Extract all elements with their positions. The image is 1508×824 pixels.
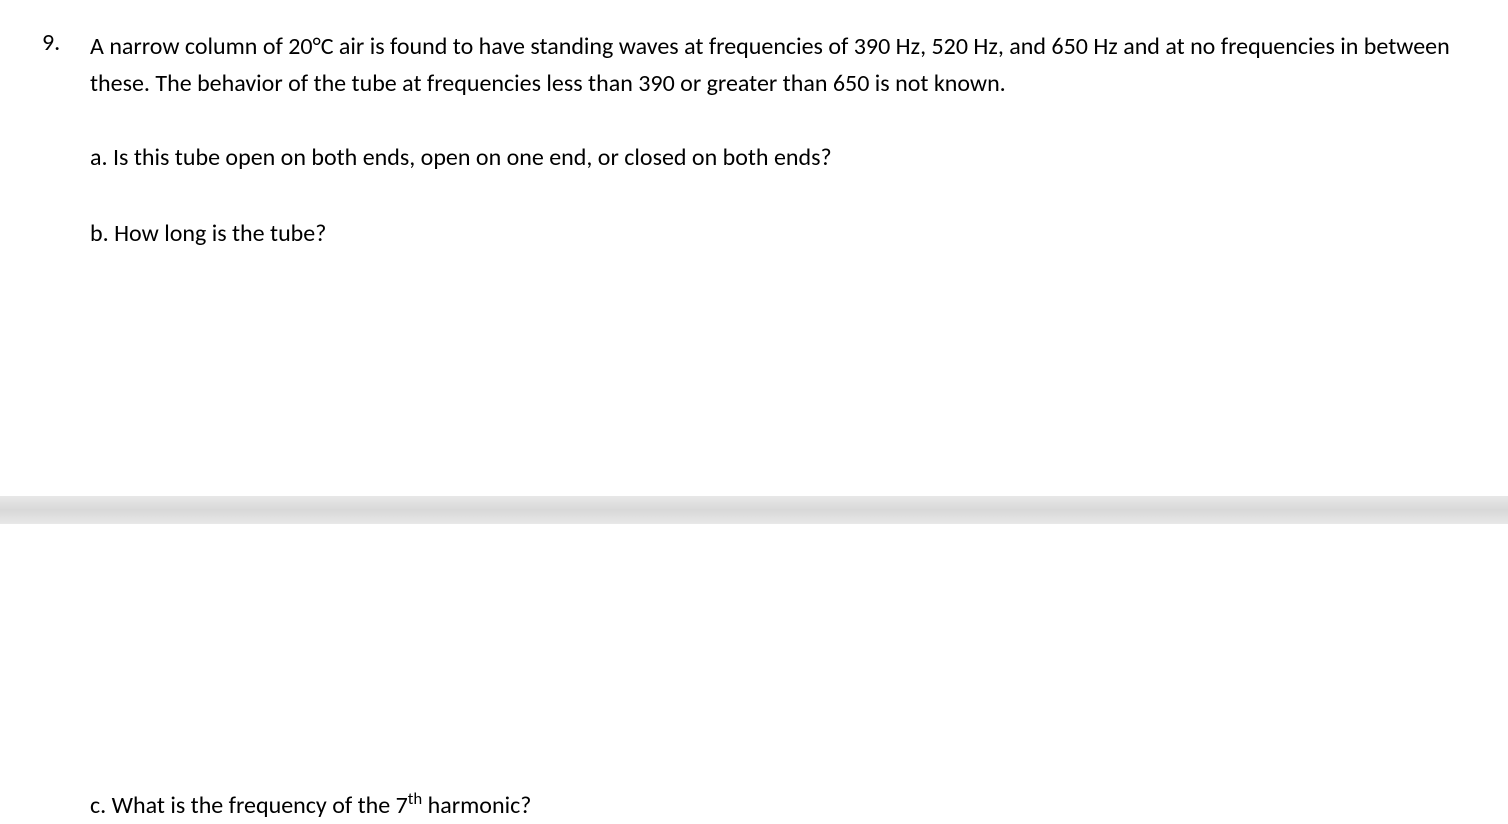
question-number: 9. [42, 28, 90, 102]
sub-question-b: b. How long is the tube? [90, 216, 1478, 252]
sub-question-c-suffix: harmonic? [422, 791, 531, 820]
sub-question-c: c. What is the frequency of the 7th harm… [90, 786, 531, 824]
sub-question-c-prefix: c. What is the frequency of the 7 [90, 791, 408, 820]
question-main: 9. A narrow column of 20°C air is found … [42, 28, 1478, 102]
question-text: A narrow column of 20°C air is found to … [90, 28, 1478, 102]
sub-question-a: a. Is this tube open on both ends, open … [90, 140, 1478, 176]
question-container: 9. A narrow column of 20°C air is found … [0, 0, 1508, 252]
page-divider [0, 496, 1508, 524]
sub-question-c-super: th [408, 788, 422, 809]
